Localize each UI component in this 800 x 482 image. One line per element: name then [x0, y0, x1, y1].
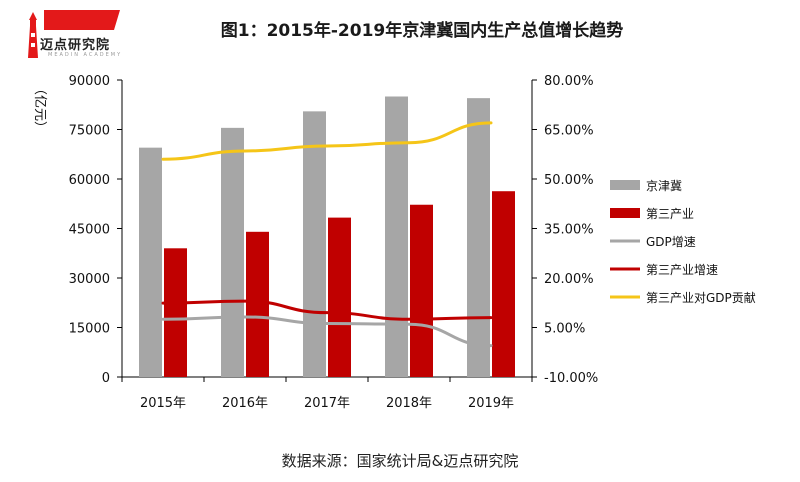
bar-jjj	[385, 96, 408, 377]
x-tick-label: 2018年	[386, 396, 432, 411]
y2-tick-label: -10.00%	[544, 371, 598, 386]
brand-logo: 迈点研究院 MEADIN ACADEMY	[22, 6, 182, 62]
y-tick-label: 45000	[69, 223, 110, 238]
bar-jjj	[467, 98, 490, 378]
legend-tertiary-growth-label: 第三产业增速	[646, 263, 718, 277]
y-tick-label: 75000	[69, 124, 110, 139]
legend-contribution-label: 第三产业对GDP贡献	[646, 290, 756, 305]
y-tick-label: 30000	[69, 272, 110, 287]
x-tick-label: 2015年	[140, 396, 186, 411]
y-tick-label: 90000	[69, 74, 110, 89]
bar-tertiary	[410, 204, 433, 377]
chart-title: 图1：2015年-2019年京津冀国内生产总值增长趋势	[220, 21, 624, 41]
y-tick-label: 0	[102, 371, 110, 386]
data-source: 数据来源：国家统计局&迈点研究院	[281, 452, 519, 470]
x-tick-label: 2017年	[304, 396, 350, 411]
legend-jjj-label: 京津冀	[646, 179, 682, 193]
bar-tertiary	[492, 191, 515, 377]
bar-tertiary	[246, 231, 269, 377]
y2-tick-label: 20.00%	[544, 272, 594, 287]
y2-tick-label: 35.00%	[544, 223, 594, 238]
legend-gdp-growth-label: GDP增速	[646, 235, 696, 249]
bar-jjj	[221, 127, 244, 377]
bar-jjj	[303, 111, 326, 377]
y2-tick-label: 65.00%	[544, 124, 594, 139]
line-tertiary-growth	[161, 299, 493, 321]
bar-tertiary	[328, 217, 351, 377]
logo-subtext: MEADIN ACADEMY	[48, 52, 123, 58]
y-tick-label: 15000	[69, 322, 110, 337]
x-tick-label: 2016年	[222, 396, 268, 411]
y-tick-label: 60000	[69, 173, 110, 188]
line-contribution	[161, 121, 493, 161]
legend-tertiary-swatch	[610, 208, 640, 218]
bar-tertiary	[164, 248, 187, 377]
bar-jjj	[139, 147, 162, 377]
y2-tick-label: 5.00%	[544, 322, 585, 337]
y2-tick-label: 80.00%	[544, 74, 594, 89]
line-gdp-growth	[161, 315, 493, 348]
y2-tick-label: 50.00%	[544, 173, 594, 188]
x-tick-label: 2019年	[468, 396, 514, 411]
y-axis-label: （亿元）	[32, 82, 47, 134]
logo-graphic	[28, 10, 120, 58]
logo-text: 迈点研究院	[40, 38, 111, 53]
legend-tertiary-label: 第三产业	[646, 207, 694, 221]
legend-jjj-swatch	[610, 180, 640, 190]
